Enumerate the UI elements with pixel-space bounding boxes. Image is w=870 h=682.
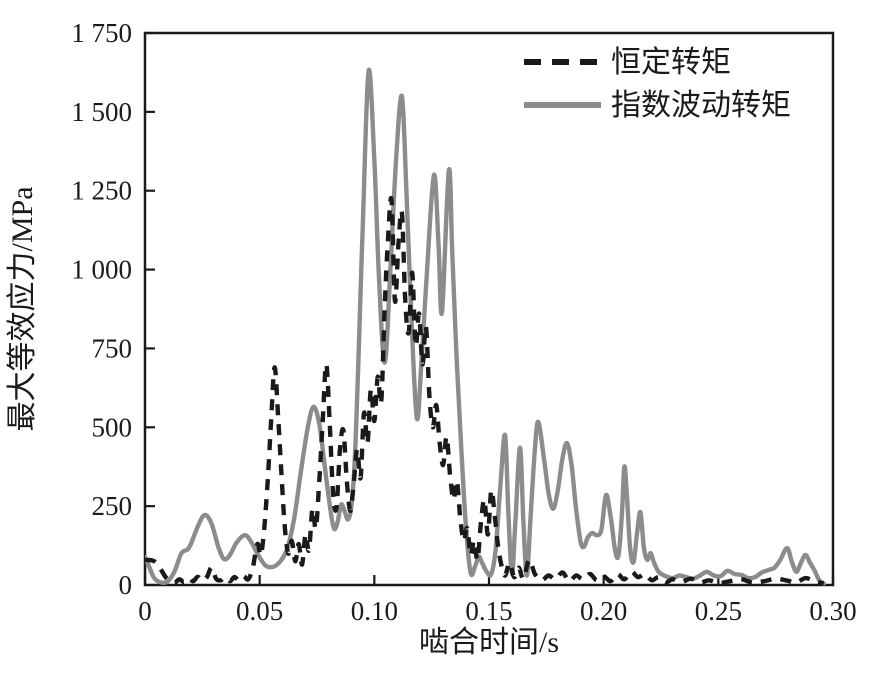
x-tick-label: 0.10 <box>351 596 398 626</box>
series-line-exponential-fluctuating-torque <box>145 67 826 586</box>
x-tick-label: 0.30 <box>809 596 856 626</box>
legend-item-constant-torque: 恒定转矩 <box>524 46 731 79</box>
y-tick-label: 250 <box>92 491 133 521</box>
legend-item-exponential-fluctuating-torque: 指数波动转矩 <box>524 89 791 122</box>
y-tick-label: 0 <box>119 570 133 600</box>
plot-border <box>143 31 835 587</box>
legend-label-exponential-fluctuating-torque: 指数波动转矩 <box>611 89 791 122</box>
y-tick-label: 750 <box>92 333 133 363</box>
x-tick-label: 0 <box>138 596 152 626</box>
x-tick-label: 0.05 <box>236 596 283 626</box>
x-tick-label: 0.15 <box>465 596 512 626</box>
y-axis-title: 最大等效应力/MPa <box>6 186 39 431</box>
y-tick-label: 1 750 <box>71 18 132 48</box>
legend: 恒定转矩 指数波动转矩 <box>524 46 791 122</box>
y-tick-label: 1 500 <box>71 97 132 127</box>
series-line-constant-torque <box>145 195 825 586</box>
x-tick-label: 0.25 <box>695 596 742 626</box>
x-axis-ticks: 0 0.05 0.10 0.15 0.20 0.25 0.30 <box>138 575 857 626</box>
x-axis-title: 啮合时间/s <box>419 626 559 659</box>
y-tick-label: 1 250 <box>71 176 132 206</box>
y-tick-label: 500 <box>92 412 133 442</box>
x-tick-label: 0.20 <box>580 596 627 626</box>
y-tick-label: 1 000 <box>71 255 132 285</box>
y-axis-ticks: 0 250 500 750 1 000 1 250 1 500 1 750 <box>71 18 155 600</box>
legend-label-constant-torque: 恒定转矩 <box>611 46 731 79</box>
